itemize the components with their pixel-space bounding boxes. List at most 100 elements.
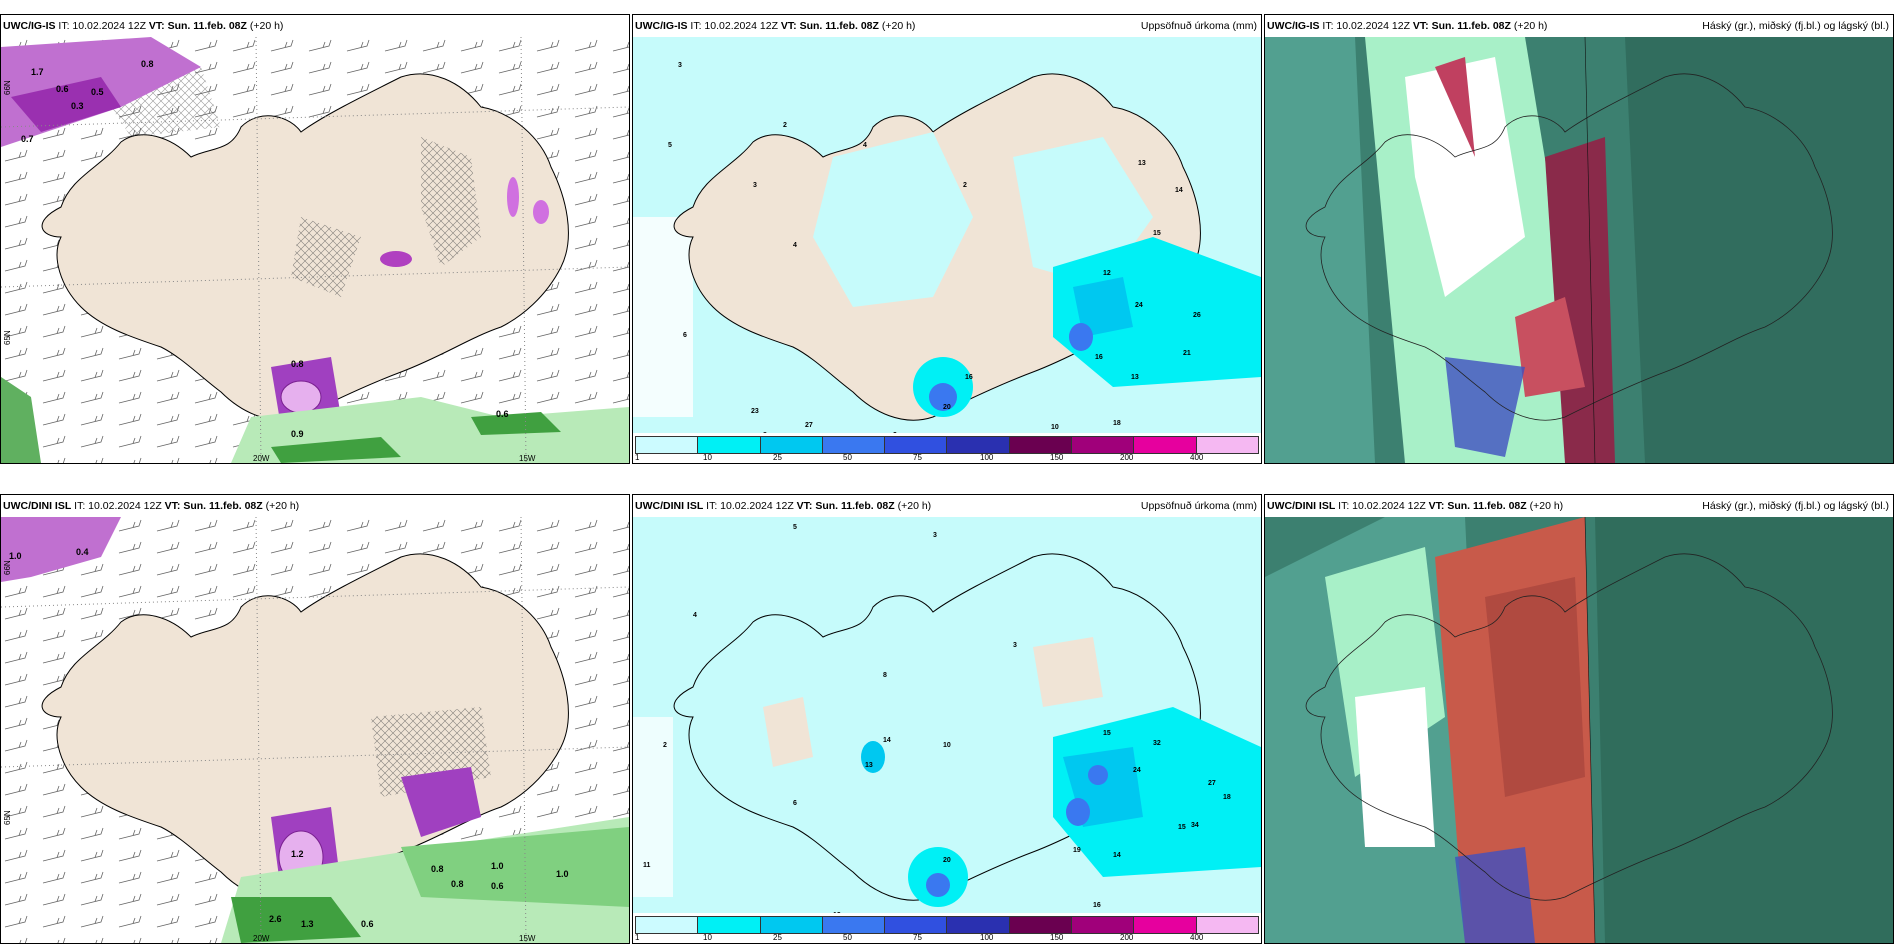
- precip-value: 13: [865, 762, 873, 769]
- precip-value: 24: [1133, 767, 1141, 774]
- snow-label: 0.6: [496, 409, 509, 419]
- precip-value: 4: [693, 612, 697, 619]
- colorbar-swatch: [822, 917, 886, 933]
- precip-value: 27: [1208, 780, 1216, 787]
- precip-value: 18: [1223, 794, 1231, 801]
- precip-value: 8: [883, 672, 887, 679]
- colorbar-swatch: [698, 437, 761, 453]
- precip-value: 12: [1103, 270, 1111, 277]
- precip-value: 2: [963, 182, 967, 189]
- colorbar-swatch: [1072, 917, 1135, 933]
- panel-title: UWC/IG-IS IT: 10.02.2024 12Z VT: Sun. 11…: [633, 15, 1261, 37]
- panel-dini-precip: UWC/DINI ISL IT: 10.02.2024 12Z VT: Sun.…: [632, 494, 1262, 944]
- snow-label: 1.0: [9, 551, 22, 561]
- precip-value: 5: [668, 142, 672, 149]
- lat-label: 66N: [3, 80, 12, 95]
- precip-value: 3: [678, 62, 682, 69]
- snow-label: 0.6: [361, 919, 374, 929]
- precip-colorbar: 1 10 25 50 75 100 150 200 400: [633, 913, 1261, 943]
- wind-snow-map: 1.0 0.4 1.2 0.8 1.0 0.6 2.6 1.3 0.6 1.0 …: [1, 517, 629, 943]
- snow-label: 1.2: [291, 849, 304, 859]
- precip-value: 13: [1131, 374, 1139, 381]
- lat-label: 65N: [3, 330, 12, 345]
- precip-value: 15: [1153, 230, 1161, 237]
- lat-label: 65N: [3, 810, 12, 825]
- precip-value: 3: [933, 532, 937, 539]
- precip-value: 32: [1153, 740, 1161, 747]
- precip-value: 15: [1178, 824, 1186, 831]
- snow-label: 1.3: [301, 919, 314, 929]
- precip-value: 16: [1093, 902, 1101, 909]
- precip-value: 2: [783, 122, 787, 129]
- colorbar-swatch: [760, 437, 823, 453]
- colorbar-swatch: [636, 437, 699, 453]
- precip-value: 4: [863, 142, 867, 149]
- precip-value: 10: [943, 742, 951, 749]
- colorbar-swatch: [947, 917, 1010, 933]
- panel-dini-cloud: UWC/DINI ISL IT: 10.02.2024 12Z VT: Sun.…: [1264, 494, 1894, 944]
- panel-title: UWC/IG-IS IT: 10.02.2024 12Z VT: Sun. 11…: [1, 15, 629, 37]
- colorbar-swatch: [1009, 917, 1073, 933]
- colorbar-swatch: [947, 437, 1010, 453]
- snow-label: 2.6: [269, 914, 282, 924]
- precip-value: 24: [1135, 302, 1143, 309]
- precip-value: 6: [793, 800, 797, 807]
- colorbar-swatch: [1134, 437, 1197, 453]
- colorbar-swatch: [1196, 917, 1258, 933]
- snow-label: 0.4: [76, 547, 89, 557]
- precip-value: 3: [1013, 642, 1017, 649]
- snow-label: 0.5: [91, 87, 104, 97]
- precip-value: 14: [1113, 852, 1121, 859]
- colorbar-swatch: [885, 917, 948, 933]
- precip-value: 21: [1183, 350, 1191, 357]
- precip-value: 20: [943, 857, 951, 864]
- colorbar-swatch: [636, 917, 699, 933]
- snow-label: 0.8: [141, 59, 154, 69]
- panel-ig-precip: UWC/IG-IS IT: 10.02.2024 12Z VT: Sun. 11…: [632, 14, 1262, 464]
- panel-title: UWC/IG-IS IT: 10.02.2024 12Z VT: Sun. 11…: [1265, 15, 1893, 37]
- colorbar-swatch: [885, 437, 948, 453]
- precip-value: 14: [883, 737, 891, 744]
- precip-value: 16: [965, 374, 973, 381]
- snow-label: 0.8: [291, 359, 304, 369]
- snow-label: 0.9: [291, 429, 304, 439]
- lon-label: 15W: [519, 454, 536, 463]
- precip-value: 23: [751, 408, 759, 415]
- precip-value: 2: [663, 742, 667, 749]
- colorbar-swatch: [760, 917, 823, 933]
- snow-label: 0.6: [491, 881, 504, 891]
- snow-label: 0.3: [71, 101, 84, 111]
- precip-value: 13: [1138, 160, 1146, 167]
- snow-label: 0.7: [21, 134, 34, 144]
- colorbar-swatch: [1196, 437, 1258, 453]
- wind-snow-map: 1.7 0.6 0.3 0.5 0.7 0.8 0.9 0.6 0.8: [1, 37, 629, 463]
- colorbar-swatch: [1009, 437, 1073, 453]
- precip-value: 11: [643, 862, 651, 869]
- colorbar-swatch: [822, 437, 886, 453]
- cloud-map: [1265, 37, 1893, 463]
- precip-value: 26: [1193, 312, 1201, 319]
- precip-colorbar: 1 10 25 50 75 100 150 200 400: [633, 433, 1261, 463]
- precip-value: 15: [1103, 730, 1111, 737]
- precip-value: 4: [793, 242, 797, 249]
- lon-label: 15W: [519, 934, 536, 943]
- colorbar-swatch: [1072, 437, 1135, 453]
- snow-label: 1.7: [31, 67, 44, 77]
- panel-title: UWC/DINI ISL IT: 10.02.2024 12Z VT: Sun.…: [1265, 495, 1893, 517]
- colorbar-swatch: [1134, 917, 1197, 933]
- snow-label: 0.8: [451, 879, 464, 889]
- precip-value: 10: [1051, 424, 1059, 431]
- precip-value: 34: [1191, 822, 1199, 829]
- colorbar-swatch: [698, 917, 761, 933]
- precip-value: 6: [683, 332, 687, 339]
- precip-map: 3 5 2 4 3 6 2 4 8 3 13 14 15 21 26 24 16…: [633, 37, 1261, 463]
- precip-map: 5 3 4 2 6 3 8 14 13 10 15 32 27 18 24 34…: [633, 517, 1261, 943]
- panel-dini-wind: UWC/DINI ISL IT: 10.02.2024 12Z VT: Sun.…: [0, 494, 630, 944]
- precip-value: 14: [1175, 187, 1183, 194]
- snow-label: 1.0: [556, 869, 569, 879]
- lon-label: 20W: [253, 934, 270, 943]
- lat-label: 66N: [3, 560, 12, 575]
- snow-label: 0.8: [431, 864, 444, 874]
- precip-value: 18: [1113, 420, 1121, 427]
- precip-value: 27: [805, 422, 813, 429]
